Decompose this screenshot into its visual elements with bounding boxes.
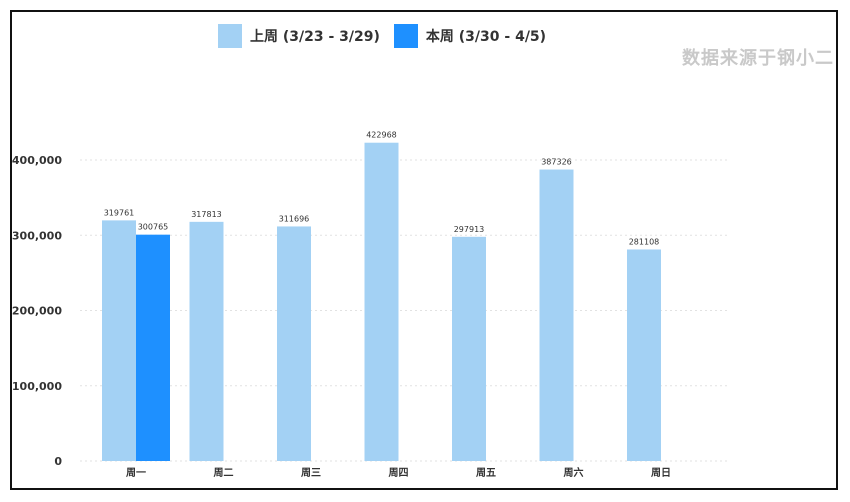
x-tick-label: 周三 [301, 467, 321, 479]
bar-last-week[interactable] [627, 249, 661, 461]
x-tick-label: 周二 [214, 467, 234, 479]
x-axis: 周一 周二 周三 周四 周五 周六 周日 [126, 466, 671, 479]
y-tick-label: 100,000 [12, 380, 62, 393]
data-label: 281108 [629, 237, 660, 246]
legend-swatch-this-week [393, 24, 418, 48]
legend: 上周 (3/23 - 3/29) 本周 (3/30 - 4/5) [218, 24, 560, 48]
y-tick-label: 300,000 [12, 229, 62, 242]
legend-label-this-week: 本周 (3/30 - 4/5) [425, 29, 547, 45]
x-tick-label: 周日 [651, 467, 671, 479]
bar-last-week[interactable] [452, 236, 486, 461]
legend-label-last-week: 上周 (3/23 - 3/29) [250, 29, 380, 45]
legend-item-last-week[interactable]: 上周 (3/23 - 3/29) [218, 24, 380, 48]
y-tick-label: 0 [54, 455, 62, 468]
bar-last-week[interactable] [539, 169, 574, 462]
x-tick-label: 周四 [389, 467, 409, 479]
legend-swatch-last-week [218, 24, 242, 48]
bar-last-week[interactable] [102, 220, 136, 461]
y-axis: 0 100,000 200,000 300,000 400,000 [12, 154, 62, 468]
data-label: 317813 [191, 210, 222, 219]
data-label: 387326 [541, 158, 572, 167]
data-label: 297913 [454, 225, 485, 234]
data-label: 311696 [279, 214, 310, 223]
y-tick-label: 400,000 [12, 154, 62, 167]
bar-last-week[interactable] [189, 221, 224, 461]
x-tick-label: 周一 [126, 467, 146, 479]
data-label: 300765 [138, 223, 169, 232]
bar-last-week[interactable] [277, 226, 311, 461]
data-label: 422968 [366, 131, 397, 140]
source-note: 数据来源于钢小二 [682, 48, 834, 69]
legend-item-this-week[interactable]: 本周 (3/30 - 4/5) [393, 24, 547, 48]
bars [102, 142, 661, 462]
y-tick-label: 200,000 [12, 305, 62, 318]
bar-this-week[interactable] [136, 234, 170, 461]
grid-lines [80, 159, 730, 462]
bar-last-week[interactable] [364, 142, 399, 461]
x-tick-label: 周五 [476, 467, 496, 479]
data-label: 319761 [104, 208, 135, 217]
x-tick-label: 周六 [564, 466, 584, 479]
